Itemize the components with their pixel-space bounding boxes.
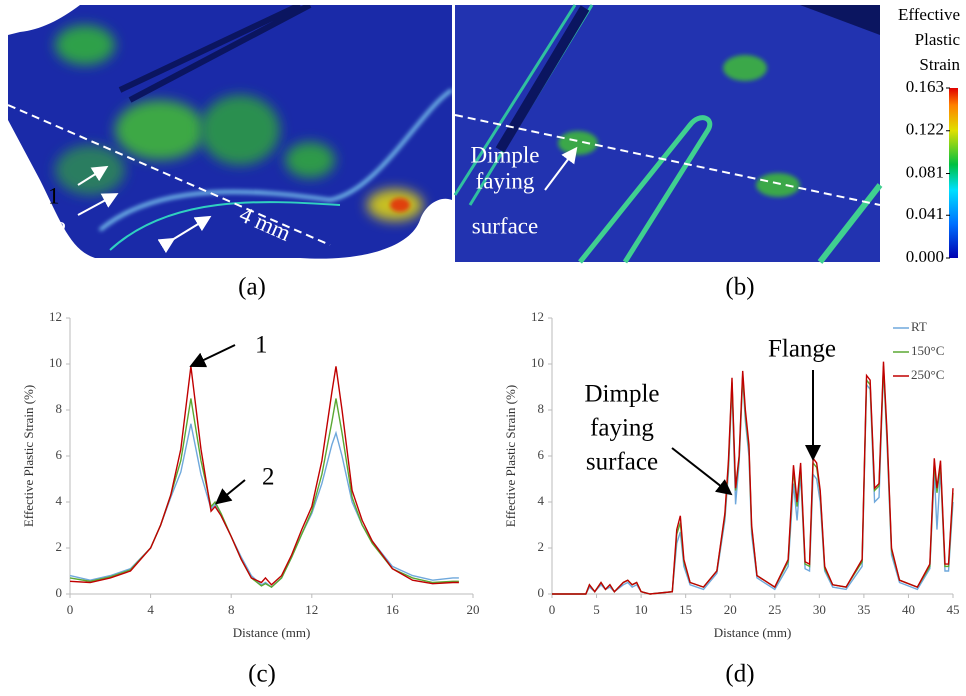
series-line (552, 361, 954, 595)
y-axis-label: Effective Plastic Strain (%) (21, 385, 36, 527)
annotation: Dimple (585, 381, 660, 408)
panel-b-image (453, 4, 883, 264)
panel-b-label: faying (476, 168, 535, 193)
x-tick-label: 12 (305, 602, 318, 617)
annotation: 1 (255, 332, 268, 359)
x-tick-label: 45 (947, 602, 960, 617)
y-tick-label: 10 (49, 355, 62, 370)
y-tick-label: 2 (538, 539, 545, 554)
x-tick-label: 20 (724, 602, 737, 617)
panel-b-label: Dimple (471, 142, 540, 167)
y-tick-label: 12 (49, 309, 62, 324)
panel-a-label: 1 (48, 183, 60, 208)
x-axis-label: Distance (mm) (714, 625, 792, 640)
x-tick-label: 16 (386, 602, 400, 617)
colorbar-title: Strain (919, 55, 960, 74)
legend-label: 150°C (911, 343, 944, 358)
x-axis-label: Distance (mm) (233, 625, 311, 640)
annotation-arrow (671, 447, 733, 496)
panel-label: (a) (238, 274, 266, 301)
colorbar-tick-label: 0.081 (906, 162, 944, 181)
panel-a-image (8, 5, 452, 259)
colorbar-tick-label: 0.122 (906, 120, 944, 139)
legend-label: RT (911, 319, 927, 334)
series-line (69, 423, 459, 589)
x-tick-label: 35 (857, 602, 870, 617)
y-tick-label: 2 (56, 539, 63, 554)
x-tick-label: 30 (813, 602, 826, 617)
x-tick-label: 0 (67, 602, 74, 617)
panel-a-label: 2 (55, 217, 67, 242)
x-tick-label: 40 (902, 602, 915, 617)
x-tick-label: 4 (147, 602, 154, 617)
annotation: 2 (262, 464, 275, 491)
y-tick-label: 4 (56, 493, 63, 508)
y-tick-label: 12 (531, 309, 544, 324)
x-tick-label: 5 (593, 602, 600, 617)
colorbar (949, 88, 958, 258)
colorbar-tick-label: 0.163 (906, 77, 944, 96)
x-tick-label: 15 (679, 602, 692, 617)
y-tick-label: 8 (56, 401, 63, 416)
x-tick-label: 10 (635, 602, 648, 617)
panel-b-label: surface (472, 213, 538, 238)
colorbar-tick-label: 0.000 (906, 247, 944, 266)
x-tick-label: 25 (768, 602, 781, 617)
annotation-arrow (215, 479, 246, 505)
y-tick-label: 6 (538, 447, 545, 462)
annotation: surface (586, 449, 658, 476)
y-tick-label: 0 (538, 585, 545, 600)
panel-label: (b) (725, 274, 754, 301)
legend-label: 250°C (911, 367, 944, 382)
y-tick-label: 0 (56, 585, 63, 600)
panel-label: (c) (248, 661, 276, 688)
y-tick-label: 10 (531, 355, 544, 370)
annotation: faying (590, 415, 654, 442)
x-tick-label: 8 (228, 602, 235, 617)
y-tick-label: 8 (538, 401, 545, 416)
colorbar-title: Plastic (915, 30, 961, 49)
colorbar-tick-label: 0.041 (906, 204, 944, 223)
y-tick-label: 4 (538, 493, 545, 508)
y-axis-label: Effective Plastic Strain (%) (503, 385, 518, 527)
series-line (69, 398, 459, 588)
series-line (69, 366, 459, 586)
annotation: Flange (768, 336, 836, 363)
colorbar-title: Effective (898, 5, 960, 24)
y-tick-label: 6 (56, 447, 63, 462)
panel-label: (d) (725, 661, 754, 688)
x-tick-label: 0 (549, 602, 556, 617)
x-tick-label: 20 (467, 602, 480, 617)
annotation-arrow (189, 344, 236, 368)
